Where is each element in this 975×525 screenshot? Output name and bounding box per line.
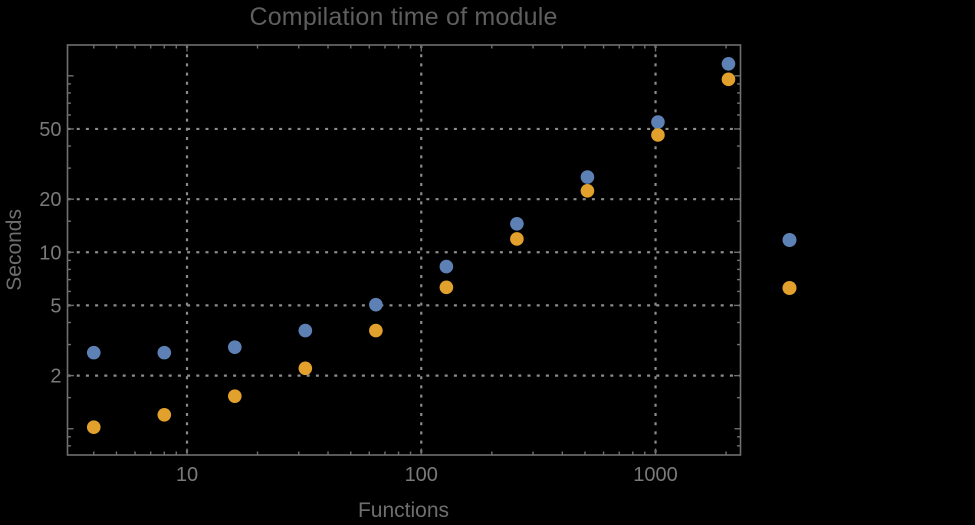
x-axis-title: Functions (357, 499, 450, 522)
point-orange-16 (228, 389, 242, 403)
legend-marker-orange (782, 281, 797, 295)
point-blue-128 (439, 259, 454, 274)
point-orange-4 (86, 420, 101, 435)
point-blue-16 (228, 340, 242, 354)
point-blue-1024 (651, 115, 665, 129)
tick-label-y-20: 20 (39, 189, 61, 211)
point-orange-64 (369, 323, 383, 338)
point-blue-8 (157, 345, 172, 360)
point-orange-32 (298, 361, 313, 376)
point-blue-512 (580, 170, 595, 184)
tick-label-y-2: 2 (50, 366, 61, 388)
point-blue-256 (510, 217, 524, 231)
point-blue-2048 (721, 56, 736, 71)
point-orange-128 (439, 280, 454, 295)
tick-label-y-50: 50 (39, 119, 61, 141)
tick-label-x-10: 10 (176, 464, 198, 486)
point-blue-32 (298, 323, 313, 338)
tick-label-y-5: 5 (50, 295, 61, 317)
point-orange-2048 (721, 72, 736, 87)
point-blue-64 (369, 297, 383, 312)
tick-label-x-100: 100 (405, 464, 438, 486)
point-blue-4 (86, 345, 101, 360)
chart-title: Compilation time of module (249, 3, 558, 31)
tick-label-x-1000: 1000 (633, 464, 678, 486)
point-orange-512 (580, 184, 595, 198)
point-orange-1024 (651, 128, 665, 142)
tick-label-y-10: 10 (39, 242, 61, 264)
point-orange-8 (157, 407, 172, 422)
plot-frame (66, 44, 742, 456)
legend-marker-blue (782, 233, 797, 247)
point-orange-256 (510, 232, 524, 246)
